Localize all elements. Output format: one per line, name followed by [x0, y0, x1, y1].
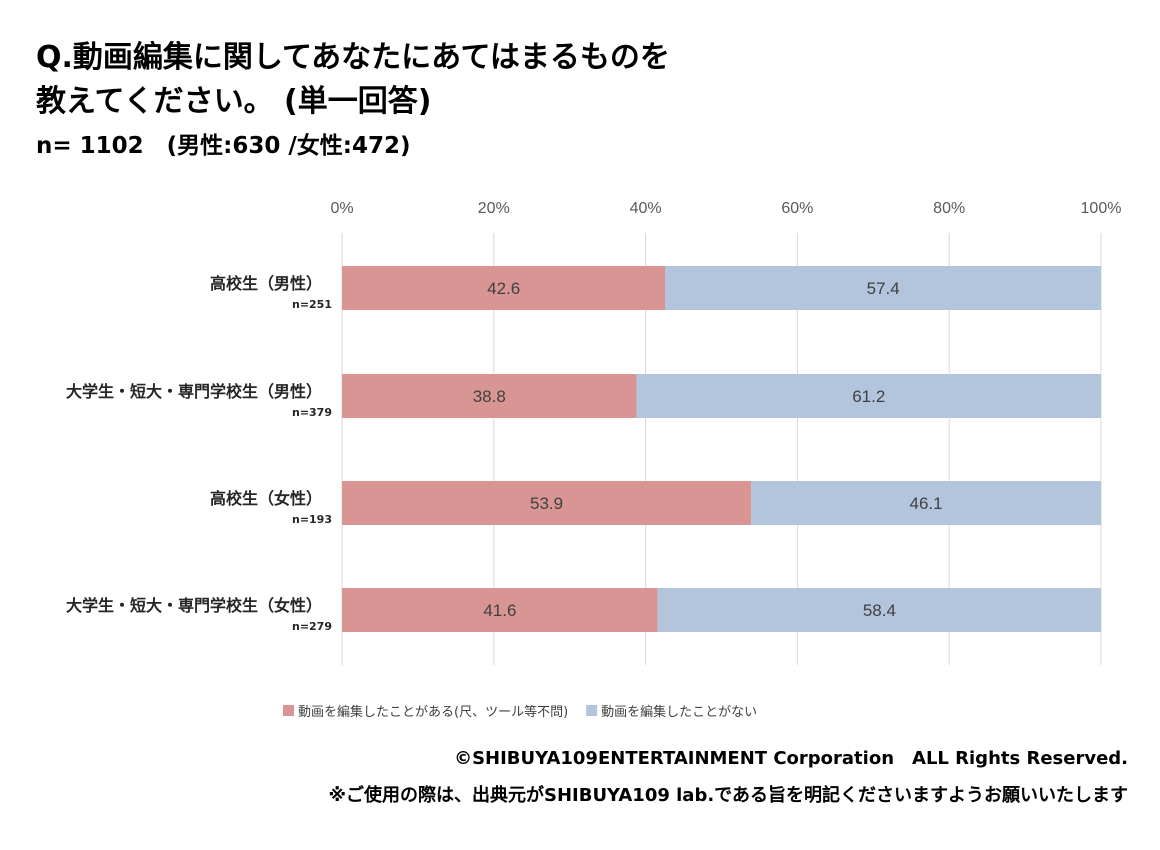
- bar-edited: [342, 481, 752, 525]
- category-label: 高校生（女性）: [210, 489, 322, 508]
- sample-size: n= 1102 (男性:630 /女性:472): [36, 133, 411, 159]
- copyright: ©SHIBUYA109ENTERTAINMENT Corporation ALL…: [454, 748, 1128, 769]
- legend-swatch: [586, 705, 598, 716]
- category-n-label: n=279: [292, 620, 332, 633]
- x-tick-label: 40%: [630, 200, 662, 217]
- bar-not-edited: [751, 481, 1101, 525]
- chart-title: Q.動画編集に関してあなたにあてはまるものを 教えてください。 (単一回答): [36, 36, 670, 124]
- category-label: 高校生（男性）: [210, 274, 322, 293]
- x-tick-label: 20%: [478, 200, 510, 217]
- data-label: 42.6: [487, 279, 520, 298]
- title-line-1: Q.動画編集に関してあなたにあてはまるものを: [36, 40, 670, 75]
- data-label: 46.1: [910, 494, 943, 513]
- x-tick-label: 60%: [781, 200, 813, 217]
- x-tick-label: 80%: [933, 200, 965, 217]
- category-n-label: n=379: [292, 406, 332, 419]
- title-line-2: 教えてください。 (単一回答): [36, 84, 432, 119]
- bar-edited: [342, 588, 658, 632]
- bar-not-edited: [665, 266, 1101, 310]
- category-n-label: n=193: [292, 513, 332, 526]
- legend-label: 動画を編集したことがない: [601, 704, 757, 720]
- data-label: 61.2: [852, 387, 885, 406]
- legend-label: 動画を編集したことがある(尺、ツール等不問): [298, 704, 568, 720]
- data-label: 57.4: [867, 279, 900, 298]
- bar-not-edited: [636, 374, 1101, 418]
- bar-edited: [342, 266, 666, 310]
- data-label: 38.8: [473, 387, 506, 406]
- data-label: 58.4: [863, 601, 896, 620]
- category-n-label: n=251: [292, 298, 332, 311]
- usage-note: ※ご使用の際は、出典元がSHIBUYA109 lab.である旨を明記くださいます…: [328, 785, 1129, 806]
- data-label: 53.9: [530, 494, 563, 513]
- category-label: 大学生・短大・専門学校生（女性）: [66, 596, 322, 615]
- category-label: 大学生・短大・専門学校生（男性）: [66, 382, 322, 401]
- bar-not-edited: [657, 588, 1101, 632]
- x-tick-label: 100%: [1081, 200, 1122, 217]
- data-label: 41.6: [483, 601, 516, 620]
- legend-swatch: [283, 705, 294, 716]
- x-tick-label: 0%: [330, 200, 353, 217]
- bar-edited: [342, 374, 637, 418]
